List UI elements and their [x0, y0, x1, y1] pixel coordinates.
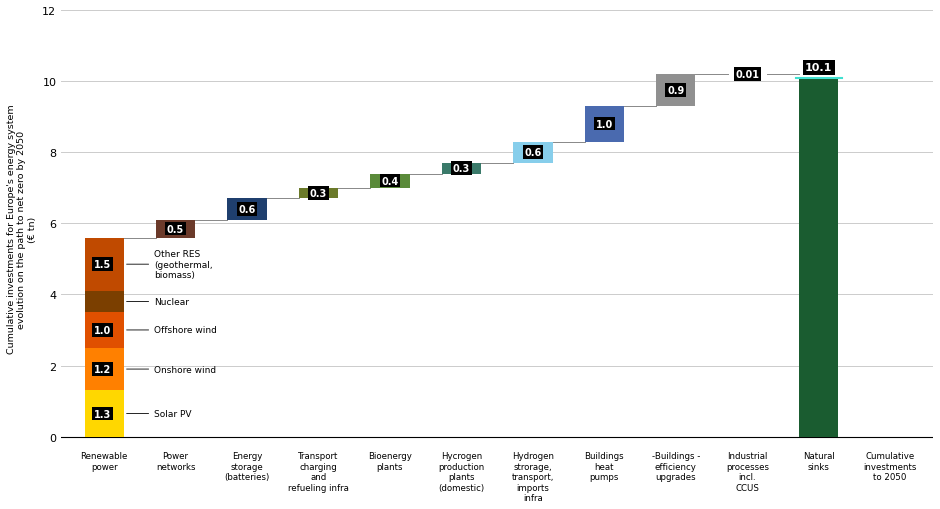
Bar: [299, 188, 338, 199]
Bar: [85, 390, 124, 437]
Text: 1.0: 1.0: [94, 325, 111, 335]
Text: 0.5: 0.5: [167, 224, 184, 234]
Bar: [85, 313, 124, 348]
Bar: [85, 291, 124, 313]
Bar: [370, 174, 410, 188]
Bar: [513, 142, 553, 163]
Text: 1.3: 1.3: [94, 409, 111, 419]
Text: 0.6: 0.6: [525, 148, 541, 158]
Text: 0.3: 0.3: [310, 189, 327, 199]
Bar: [85, 238, 124, 291]
Text: Onshore wind: Onshore wind: [127, 365, 216, 374]
Text: 0.3: 0.3: [453, 164, 470, 174]
Text: 1.2: 1.2: [94, 364, 111, 374]
Text: 0.01: 0.01: [735, 70, 760, 79]
Text: Offshore wind: Offshore wind: [127, 326, 217, 335]
Text: Nuclear: Nuclear: [127, 297, 189, 306]
Text: 10.1: 10.1: [805, 63, 833, 73]
Y-axis label: Cumulative investments for Europe's energy system
evolution on the path to net z: Cumulative investments for Europe's ener…: [7, 104, 37, 354]
Bar: [585, 107, 624, 142]
Bar: [156, 220, 196, 238]
Bar: [442, 163, 481, 174]
Text: Solar PV: Solar PV: [127, 409, 192, 418]
Text: 0.6: 0.6: [239, 205, 256, 215]
Text: 1.5: 1.5: [94, 260, 111, 270]
Bar: [656, 75, 696, 107]
Bar: [85, 348, 124, 390]
Bar: [227, 199, 267, 220]
Text: 0.9: 0.9: [667, 86, 684, 96]
Text: 1.0: 1.0: [596, 120, 613, 129]
Bar: [799, 78, 838, 437]
Text: Other RES
(geothermal,
biomass): Other RES (geothermal, biomass): [127, 250, 212, 279]
Text: 0.4: 0.4: [382, 176, 399, 186]
